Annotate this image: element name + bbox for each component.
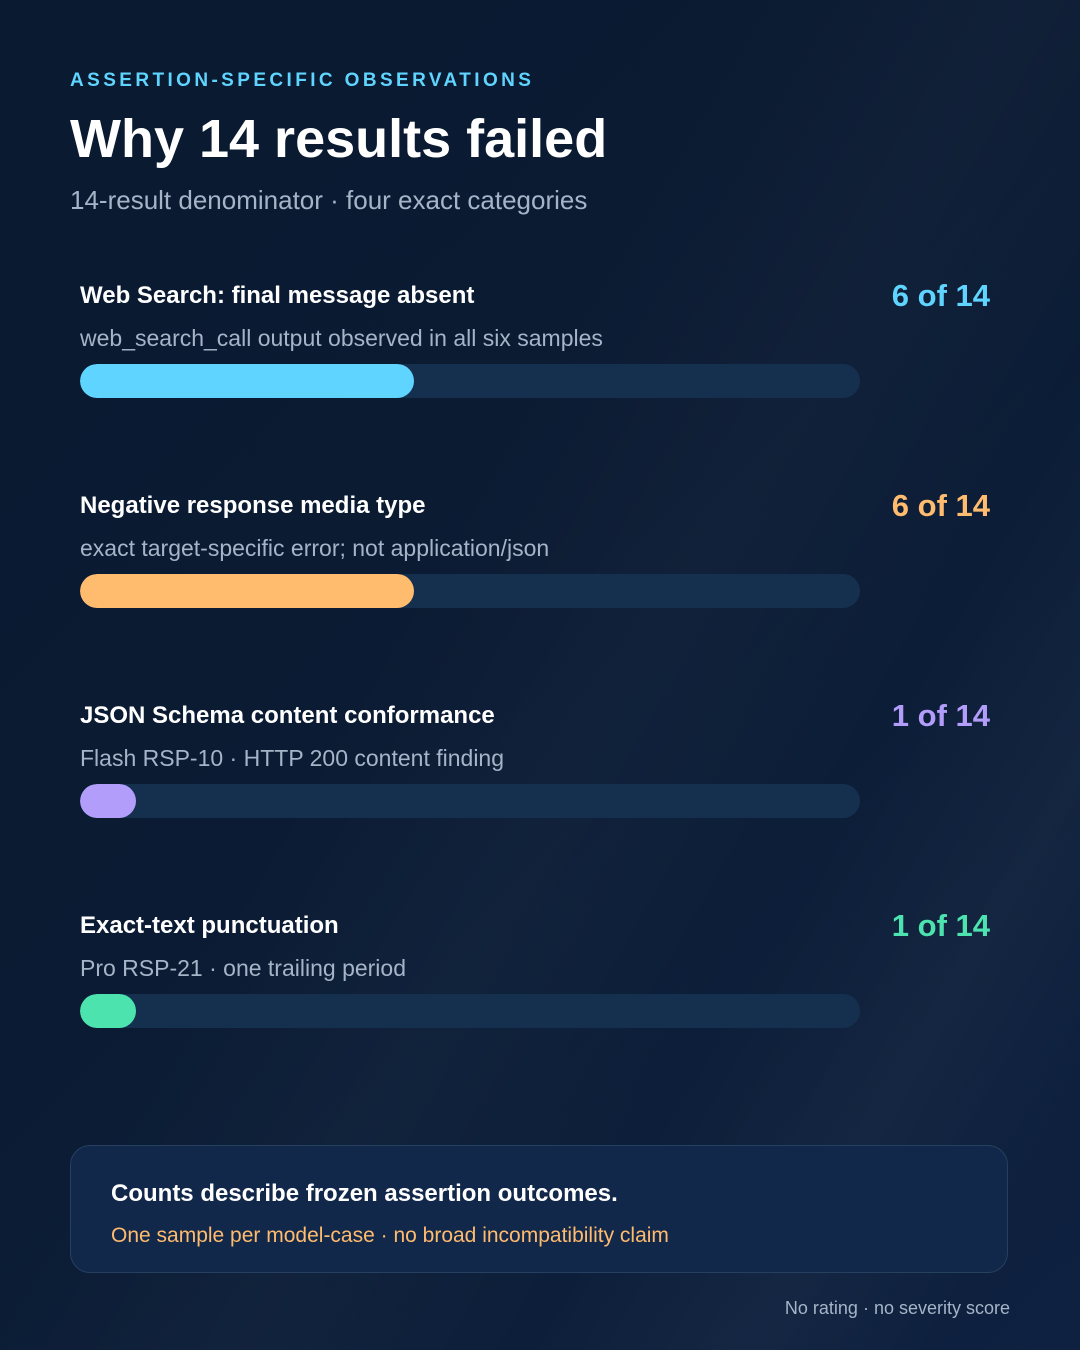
eyebrow-label: ASSERTION-SPECIFIC OBSERVATIONS (70, 70, 535, 91)
bar-fill (80, 784, 137, 818)
category-label: Exact-text punctuation (80, 912, 339, 939)
category-label: Web Search: final message absent (80, 282, 475, 309)
footer-note: No rating · no severity score (784, 1298, 1010, 1318)
category-row: JSON Schema content conformance Flash RS… (80, 698, 990, 850)
bar-track (80, 574, 860, 608)
bar-fill (80, 364, 414, 398)
bar-fill (80, 574, 414, 608)
bar-track (80, 364, 860, 398)
category-label: JSON Schema content conformance (80, 702, 495, 729)
count-label: 1 of 14 (891, 698, 990, 733)
bar-track (80, 994, 860, 1028)
category-row: Negative response media type exact targe… (80, 488, 990, 640)
page-title: Why 14 results failed (70, 109, 608, 169)
bar-track (80, 784, 860, 818)
count-label: 1 of 14 (891, 908, 990, 943)
category-note: web_search_call output observed in all s… (80, 325, 603, 351)
count-label: 6 of 14 (891, 278, 990, 313)
page-subtitle: 14-result denominator · four exact categ… (70, 185, 588, 215)
category-note: Pro RSP-21 · one trailing period (80, 955, 406, 981)
category-note: Flash RSP-10 · HTTP 200 content finding (80, 745, 505, 771)
category-label: Negative response media type (80, 492, 426, 519)
count-label: 6 of 14 (891, 488, 990, 523)
bar-fill (80, 994, 137, 1028)
category-row: Web Search: final message absent web_sea… (80, 278, 990, 430)
category-row: Exact-text punctuation Pro RSP-21 · one … (80, 908, 990, 1060)
callout-title: Counts describe frozen assertion outcome… (111, 1180, 618, 1207)
summary-callout: Counts describe frozen assertion outcome… (70, 1145, 1008, 1273)
category-note: exact target-specific error; not applica… (80, 535, 550, 561)
callout-note: One sample per model-case · no broad inc… (111, 1224, 669, 1247)
